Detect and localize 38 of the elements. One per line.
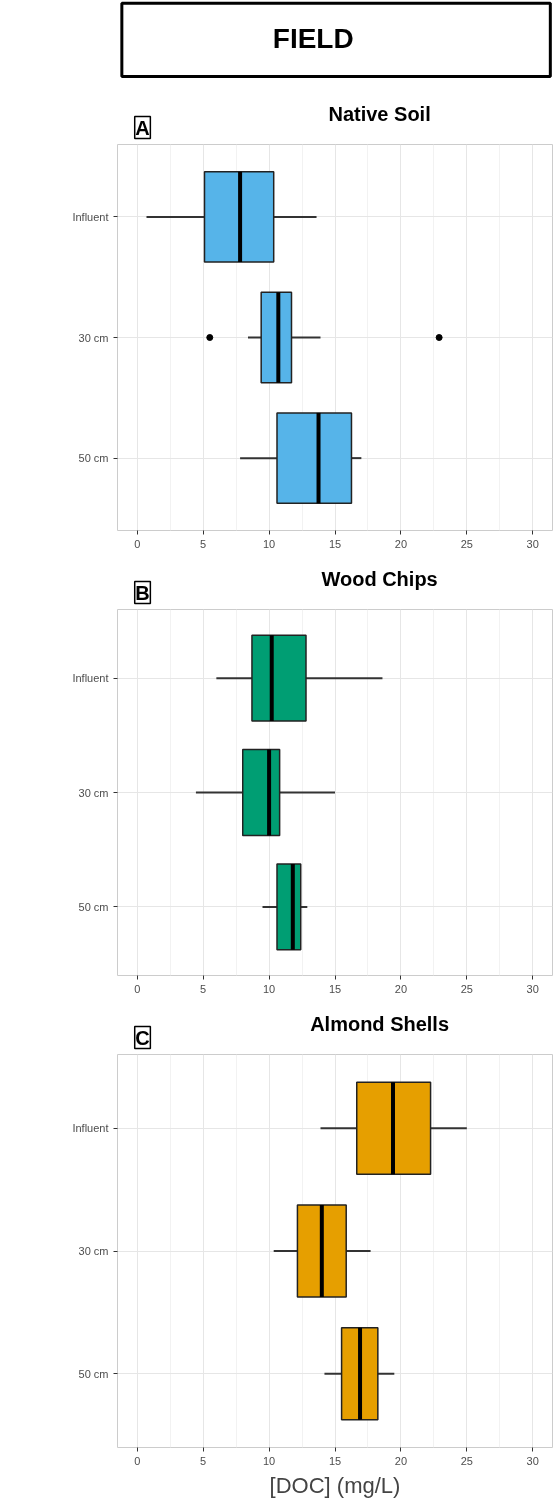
x-tick-label: 25 bbox=[460, 1454, 473, 1467]
x-tick-label: 25 bbox=[460, 537, 473, 550]
x-tick-label: 5 bbox=[200, 982, 207, 995]
x-tick-label: 20 bbox=[394, 982, 408, 995]
y-tick-label: Influent bbox=[72, 210, 109, 223]
x-tick-label: 0 bbox=[134, 982, 141, 995]
text: B bbox=[135, 581, 150, 604]
x-tick-label: 10 bbox=[262, 982, 276, 995]
y-tick-label: 30 cm bbox=[78, 331, 109, 344]
x-tick-label: 20 bbox=[394, 537, 408, 550]
text: FIELD bbox=[272, 23, 354, 54]
x-tick-label: 15 bbox=[328, 1454, 342, 1467]
x-tick-label: 10 bbox=[262, 1454, 276, 1467]
x-tick-label: 5 bbox=[200, 537, 207, 550]
x-tick-label: 0 bbox=[134, 1454, 141, 1467]
y-tick-label: Influent bbox=[72, 672, 109, 685]
x-tick-label: 25 bbox=[460, 982, 473, 995]
y-tick-label: 30 cm bbox=[78, 786, 109, 799]
x-tick-label: 5 bbox=[200, 1454, 207, 1467]
x-tick-label: 30 bbox=[526, 1454, 539, 1467]
y-tick-label: Influent bbox=[72, 1122, 109, 1135]
x-tick-label: 20 bbox=[394, 1454, 408, 1467]
chart-title: Almond Shells bbox=[310, 1012, 450, 1035]
chart-title: Wood Chips bbox=[321, 567, 438, 590]
text: A bbox=[135, 116, 150, 139]
x-tick-label: 30 bbox=[526, 537, 539, 550]
y-tick-label: 50 cm bbox=[78, 900, 109, 913]
y-tick-label: 50 cm bbox=[78, 452, 109, 465]
x-tick-label: 15 bbox=[328, 982, 342, 995]
y-tick-label: 30 cm bbox=[78, 1245, 109, 1257]
text: C bbox=[135, 1026, 150, 1049]
x-tick-label: 0 bbox=[134, 537, 141, 550]
x-axis-title: [DOC] (mg/L) bbox=[269, 1472, 401, 1498]
x-tick-label: 15 bbox=[328, 537, 342, 550]
chart-title: Native Soil bbox=[328, 102, 431, 125]
y-tick-label: 50 cm bbox=[78, 1367, 109, 1380]
x-tick-label: 30 bbox=[526, 982, 539, 995]
x-tick-label: 10 bbox=[262, 537, 276, 550]
